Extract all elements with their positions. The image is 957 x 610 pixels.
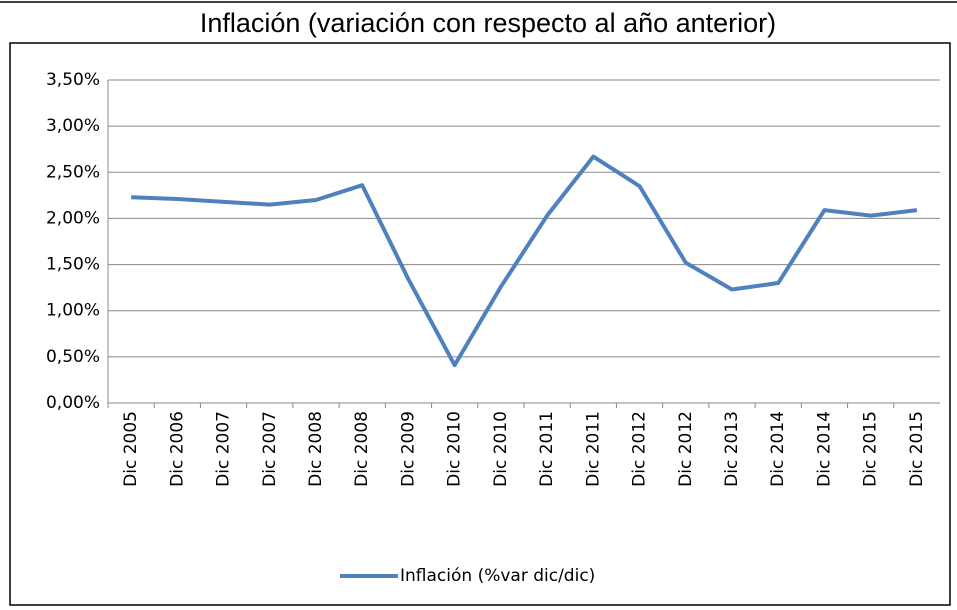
x-tick-label: Dic 2014 xyxy=(768,411,788,487)
y-tick-label: 1,00% xyxy=(46,301,100,321)
x-tick-label: Dic 2015 xyxy=(861,411,881,487)
y-tick-label: 0,00% xyxy=(46,393,100,413)
x-tick-label: Dic 2005 xyxy=(121,411,141,487)
y-tick-label: 2,50% xyxy=(46,162,100,182)
x-tick-label: Dic 2007 xyxy=(214,411,234,487)
x-tick-label: Dic 2015 xyxy=(907,411,927,487)
x-tick-label: Dic 2011 xyxy=(537,411,557,487)
x-tick-label: Dic 2008 xyxy=(352,411,372,487)
x-tick-label: Dic 2006 xyxy=(167,411,187,487)
y-tick-label: 3,50% xyxy=(46,70,100,90)
legend-label: Inflación (%var dic/dic) xyxy=(400,566,595,586)
x-tick-label: Dic 2012 xyxy=(676,411,696,487)
x-tick-label: Dic 2010 xyxy=(491,411,511,487)
x-tick-label: Dic 2011 xyxy=(583,411,603,487)
y-tick-label: 1,50% xyxy=(46,255,100,275)
x-tick-label: Dic 2012 xyxy=(630,411,650,487)
x-tick-label: Dic 2013 xyxy=(722,411,742,487)
x-tick-label: Dic 2010 xyxy=(445,411,465,487)
y-tick-label: 2,00% xyxy=(46,208,100,228)
y-tick-label: 0,50% xyxy=(46,347,100,367)
x-tick-label: Dic 2007 xyxy=(260,411,280,487)
chart-title: Inflación (variación con respecto al año… xyxy=(200,8,776,38)
x-tick-label: Dic 2009 xyxy=(398,411,418,487)
x-tick-label: Dic 2008 xyxy=(306,411,326,487)
y-tick-label: 3,00% xyxy=(46,116,100,136)
x-tick-label: Dic 2014 xyxy=(814,411,834,487)
series-line xyxy=(131,154,918,368)
